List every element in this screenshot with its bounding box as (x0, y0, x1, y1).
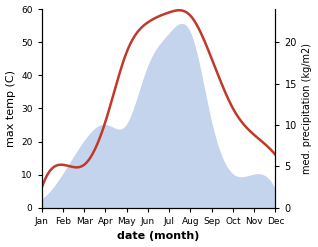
Y-axis label: max temp (C): max temp (C) (5, 70, 16, 147)
Y-axis label: med. precipitation (kg/m2): med. precipitation (kg/m2) (302, 43, 313, 174)
X-axis label: date (month): date (month) (117, 231, 200, 242)
